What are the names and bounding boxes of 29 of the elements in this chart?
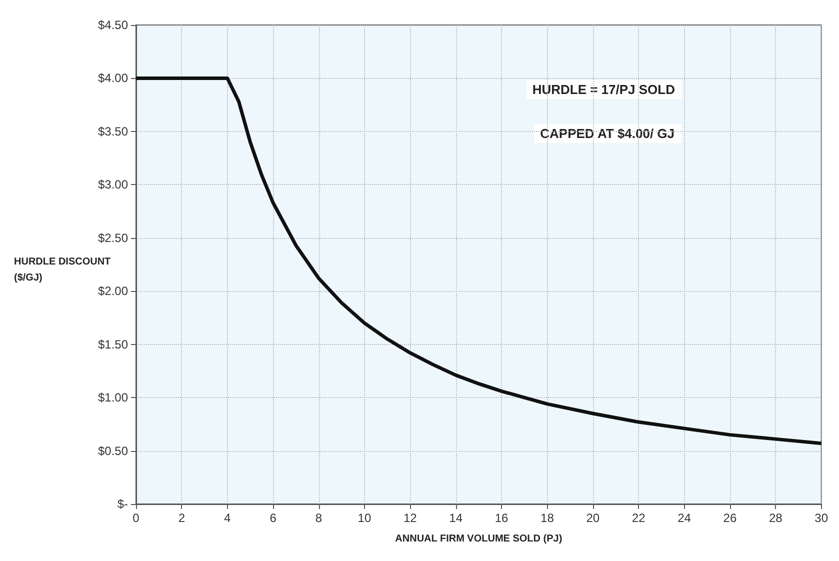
x-tick-label: 10 (358, 511, 372, 525)
x-tick-label: 8 (315, 511, 322, 525)
y-tick-label: $4.50 (98, 18, 128, 32)
line-series (134, 76, 824, 446)
y-tick-label: $1.50 (98, 337, 128, 352)
x-tick-label: 18 (540, 511, 554, 525)
y-tick-label: $0.50 (98, 444, 128, 458)
y-tick-label: $1.00 (98, 390, 128, 405)
x-tick-label: 28 (768, 511, 783, 525)
x-tick-label: 14 (449, 511, 463, 525)
x-tick-label: 26 (723, 511, 737, 525)
x-axis-title: ANNUAL FIRM VOLUME SOLD (PJ) (395, 534, 562, 544)
x-tick-label: 24 (678, 511, 692, 525)
y-tick-label: $3.50 (98, 124, 128, 138)
y-tick-label: $3.00 (98, 178, 128, 192)
x-tick-label: 6 (270, 511, 277, 525)
x-tick-label: 22 (632, 511, 646, 525)
x-tick-label: 16 (494, 511, 508, 525)
x-tick-label: 4 (224, 511, 232, 525)
y-tick-label: $4.00 (98, 71, 128, 86)
x-tick-label: 0 (132, 511, 140, 525)
y-tick-label: $2.00 (98, 284, 128, 298)
x-tick-label: 2 (178, 511, 186, 525)
x-tick-label: 30 (814, 511, 828, 525)
y-axis-title: HURDLE DISCOUNT ($/GJ) (14, 256, 111, 284)
x-tick-label: 20 (586, 511, 600, 525)
y-tick-label: $2.50 (98, 230, 128, 245)
y-tick-label: $- (117, 497, 128, 511)
x-tick-label: 12 (403, 511, 418, 525)
